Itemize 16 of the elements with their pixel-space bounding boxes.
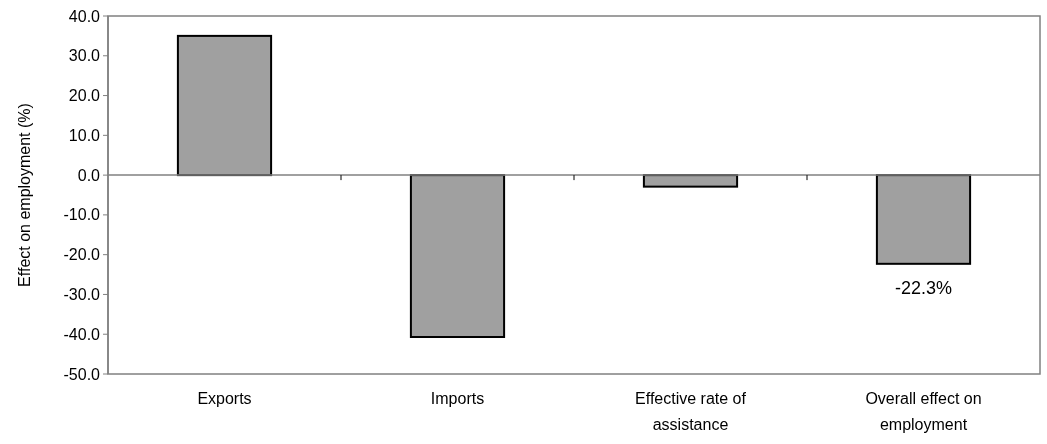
y-tick-label: -40.0 [63, 325, 101, 343]
y-tick-label: -20.0 [63, 246, 101, 264]
y-axis-title: Effect on employment (%) [15, 103, 33, 287]
x-tick-label: Effective rate of assistance [635, 390, 747, 433]
y-tick-label: 10.0 [68, 126, 101, 144]
x-tick-label: Overall effect on employment [865, 390, 982, 433]
x-tick-label: Exports [197, 390, 252, 407]
x-tick-label: Imports [430, 390, 485, 407]
y-tick-label: -30.0 [63, 286, 101, 304]
y-tick-label: 0.0 [77, 166, 101, 184]
y-tick-label: 20.0 [68, 87, 101, 105]
y-tick-label: 30.0 [68, 47, 101, 65]
y-tick-label: 40.0 [68, 7, 101, 25]
y-tick-label: -50.0 [63, 365, 101, 383]
y-tick-label: -10.0 [63, 206, 101, 224]
data-label: -22.3% [894, 277, 953, 298]
